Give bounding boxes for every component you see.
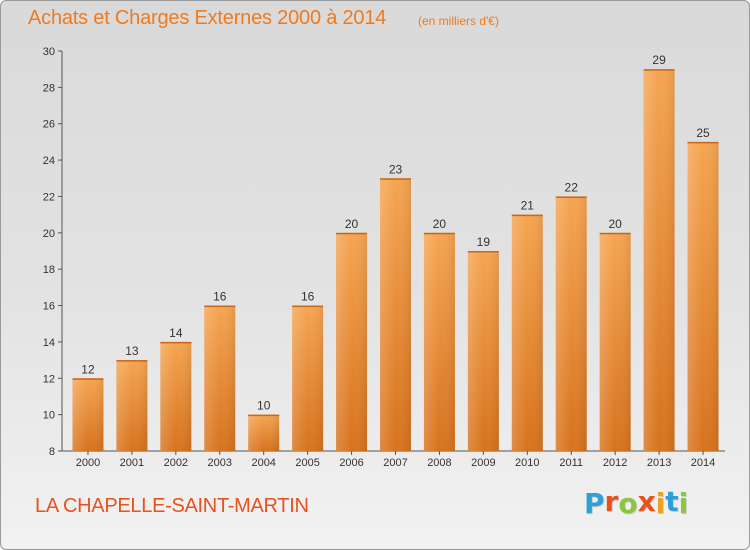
- data-labels: 12 13 14 16 10 16 20 23 20 19 21 22 20 29 25: [81, 53, 710, 412]
- bar-value-label: 25: [696, 126, 710, 140]
- proxiti-logo[interactable]: Proxiti: [584, 485, 689, 520]
- logo-letter: t: [665, 485, 679, 518]
- logo-letter: o: [618, 487, 638, 520]
- bar-top-edge: [380, 178, 411, 180]
- bar-shine: [467, 251, 499, 451]
- bar-top-edge: [467, 251, 499, 253]
- x-tick-label: 2001: [120, 457, 144, 469]
- x-tick-label: 2013: [647, 457, 671, 469]
- bar-shine: [292, 305, 324, 451]
- x-tick-label: 2010: [515, 457, 539, 469]
- bar-value-label: 19: [477, 235, 491, 249]
- x-tick-label: 2003: [208, 457, 232, 469]
- y-tick-label: 28: [43, 82, 55, 94]
- bar-top-edge: [336, 232, 368, 235]
- chart-subtitle: (en milliers d'€): [418, 14, 499, 28]
- y-tick-label: 26: [43, 119, 55, 131]
- y-tick-label: 8: [49, 446, 55, 458]
- bar-top-edge: [204, 305, 236, 308]
- logo-letter: r: [604, 485, 619, 518]
- logo-letter: P: [584, 487, 605, 520]
- y-tick-label: 16: [43, 301, 55, 313]
- bar-top-edge: [687, 141, 719, 144]
- x-tick-label: 2007: [383, 457, 407, 469]
- bar-value-label: 22: [565, 180, 579, 194]
- bar-shine: [687, 141, 719, 451]
- city-name: LA CHAPELLE-SAINT-MARTIN: [35, 495, 309, 517]
- x-tick-label: 2002: [164, 457, 188, 469]
- bar-shine: [423, 232, 455, 451]
- y-tick-label: 14: [43, 337, 55, 349]
- y-tick-label: 18: [43, 264, 55, 276]
- bar-value-label: 10: [257, 399, 271, 413]
- x-tick-label: 2008: [427, 457, 451, 469]
- y-tick-label: 24: [43, 155, 55, 167]
- bar-shine: [380, 178, 411, 452]
- x-tick-label: 2012: [603, 457, 627, 469]
- bar-shine: [72, 378, 104, 451]
- bar-top-edge: [72, 378, 104, 380]
- y-tick-label: 20: [43, 228, 55, 240]
- bar-top-edge: [599, 232, 631, 235]
- bar-value-label: 12: [81, 362, 95, 376]
- bar-top-edge: [160, 341, 192, 344]
- bar-shine: [248, 414, 280, 451]
- bar-shine: [204, 305, 236, 451]
- bar-shine: [511, 214, 543, 451]
- bar-shine: [116, 360, 148, 451]
- x-tick-label: 2014: [691, 457, 715, 469]
- x-tick-label: 2011: [559, 457, 583, 469]
- bar-top-edge: [555, 196, 587, 198]
- y-tick-label: 12: [43, 373, 55, 385]
- y-tick-label: 10: [43, 410, 55, 422]
- logo-letter: i: [678, 487, 689, 520]
- logo-letter: i: [655, 487, 666, 520]
- bar-shine: [555, 196, 587, 451]
- x-tick-label: 2006: [339, 457, 363, 469]
- x-tick-label: 2005: [295, 457, 319, 469]
- bar-top-edge: [292, 305, 324, 308]
- bar-value-label: 29: [652, 53, 666, 67]
- bar-top-edge: [248, 414, 280, 417]
- bar-value-label: 14: [169, 326, 183, 340]
- y-tick-label: 22: [43, 191, 55, 203]
- bar-value-label: 23: [389, 162, 403, 176]
- bar-value-label: 16: [213, 290, 227, 304]
- x-tick-label: 2009: [471, 457, 495, 469]
- bar-value-label: 20: [433, 217, 447, 231]
- bar-value-label: 21: [521, 199, 535, 213]
- bar-value-label: 13: [125, 344, 139, 358]
- x-tick-label: 2000: [76, 457, 100, 469]
- x-tick-label: 2004: [251, 457, 275, 469]
- logo-letter: x: [637, 485, 656, 518]
- bar-value-label: 20: [608, 217, 622, 231]
- bar-top-edge: [511, 214, 543, 217]
- chart-title: Achats et Charges Externes 2000 à 2014: [28, 7, 387, 29]
- bar-value-label: 20: [345, 217, 359, 231]
- bars: [72, 69, 719, 452]
- bar-shine: [160, 341, 192, 451]
- bar-shine: [599, 232, 631, 451]
- bar-value-label: 16: [301, 290, 315, 304]
- bar-shine: [336, 232, 368, 451]
- bar-top-edge: [423, 232, 455, 235]
- bar-top-edge: [116, 360, 148, 362]
- bar-top-edge: [643, 69, 675, 71]
- y-tick-label: 30: [43, 46, 55, 58]
- bar-shine: [643, 69, 675, 451]
